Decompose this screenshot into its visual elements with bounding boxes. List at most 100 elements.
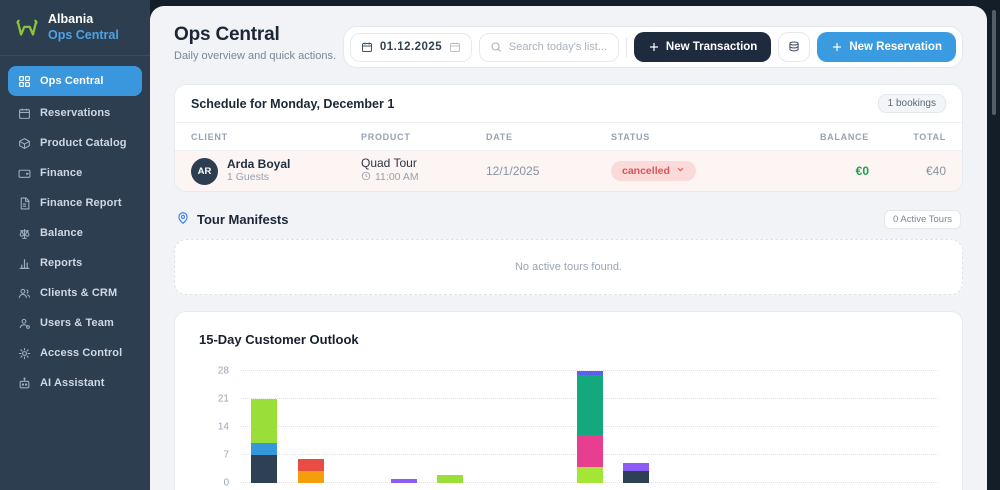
bookings-count-badge: 1 bookings — [877, 94, 946, 113]
bar-nov-29[interactable] — [241, 371, 287, 483]
sidebar-item-users-team[interactable]: Users & Team — [8, 310, 142, 336]
scales-icon — [18, 227, 31, 240]
calendar-icon — [449, 41, 461, 53]
bar-segment — [390, 479, 417, 483]
column-header-total: Total — [913, 131, 946, 142]
calendar-icon — [18, 107, 31, 120]
balance-value: €0 — [855, 164, 869, 178]
plus-icon — [648, 41, 660, 53]
brand-product: Ops Central — [48, 27, 119, 42]
search-box — [478, 32, 619, 62]
bar-dec-7[interactable] — [613, 371, 659, 483]
stacked-bar-chart: 0 7 14 21 28 — [199, 366, 938, 489]
layers-icon — [787, 40, 801, 54]
active-tours-badge: 0 Active Tours — [884, 210, 961, 229]
page-title: Ops Central — [174, 24, 280, 45]
y-tick-label: 7 — [223, 449, 229, 461]
sidebar-item-label: Clients & CRM — [40, 287, 118, 300]
bar-segment — [576, 371, 603, 375]
brand: Albania Ops Central — [0, 0, 150, 57]
sidebar-item-reservations[interactable]: Reservations — [8, 100, 142, 126]
manifests-empty-text: No active tours found. — [514, 261, 622, 273]
status-badge: cancelled — [622, 165, 670, 177]
page-header: Ops Central Daily overview and quick act… — [174, 24, 963, 68]
schedule-table-header: Client Product Date Status Balance Total — [175, 123, 962, 151]
bar-segment — [622, 463, 649, 471]
column-header-date: Date — [486, 131, 513, 142]
sidebar-menu: Ops Central Reservations Product Catalog Fi… — [0, 56, 150, 406]
status-dropdown[interactable]: cancelled — [611, 161, 696, 181]
new-transaction-button[interactable]: New Transaction — [633, 32, 772, 62]
bar-dec-8[interactable] — [659, 371, 705, 483]
robot-icon — [18, 377, 31, 390]
bar-dec-13[interactable] — [892, 371, 938, 483]
bar-segment — [297, 459, 324, 471]
page-subtitle: Daily overview and quick actions. — [174, 50, 337, 62]
sidebar-item-label: Access Control — [40, 347, 123, 360]
search-input[interactable] — [508, 41, 608, 53]
manifests-header: Tour Manifests 0 Active Tours — [174, 210, 963, 229]
bar-dec-11[interactable] — [799, 371, 845, 483]
client-guests: 1 Guests — [227, 171, 270, 184]
dashboard-grid-icon — [18, 75, 31, 88]
bar-segment — [251, 443, 278, 455]
bar-dec-4[interactable] — [473, 371, 519, 483]
booking-date: 12/1/2025 — [486, 164, 540, 178]
clock-icon — [361, 171, 371, 186]
bar-dec-3[interactable] — [427, 371, 473, 483]
bar-dec-2[interactable] — [380, 371, 426, 483]
column-header-status: Status — [611, 131, 650, 142]
sidebar-item-label: Users & Team — [40, 317, 114, 330]
sidebar-item-label: Product Catalog — [40, 137, 127, 150]
bar-dec-5[interactable] — [520, 371, 566, 483]
sidebar-item-ai-assistant[interactable]: AI Assistant — [8, 370, 142, 396]
bar-segment — [576, 435, 603, 467]
y-tick-label: 28 — [217, 365, 229, 377]
bar-chart-icon — [18, 257, 31, 270]
plus-icon — [831, 41, 843, 53]
team-icon — [18, 287, 31, 300]
sidebar-item-finance[interactable]: Finance — [8, 160, 142, 186]
bar-dec-1[interactable] — [334, 371, 380, 483]
bar-dec-6[interactable] — [566, 371, 612, 483]
calendar-icon — [361, 41, 373, 53]
bar-dec-10[interactable] — [752, 371, 798, 483]
schedule-card: Schedule for Monday, December 1 1 bookin… — [174, 84, 963, 192]
package-icon — [18, 137, 31, 150]
bar-segment — [297, 471, 324, 483]
new-transaction-label: New Transaction — [665, 41, 758, 53]
column-header-client: Client — [191, 131, 228, 142]
file-report-icon — [18, 197, 31, 210]
date-value: 01.12.2025 — [379, 41, 443, 53]
chart-bars — [241, 371, 938, 483]
divider — [625, 37, 627, 57]
date-picker[interactable]: 01.12.2025 — [349, 32, 472, 62]
bar-segment — [576, 467, 603, 483]
chart-y-axis: 0 7 14 21 28 — [199, 366, 241, 489]
sidebar-item-product-catalog[interactable]: Product Catalog — [8, 130, 142, 156]
sidebar-item-reports[interactable]: Reports — [8, 250, 142, 276]
y-tick-label: 21 — [217, 393, 229, 405]
sidebar-item-balance[interactable]: Balance — [8, 220, 142, 246]
sidebar-item-label: Finance — [40, 167, 83, 180]
bar-dec-9[interactable] — [706, 371, 752, 483]
scrollbar-thumb[interactable] — [992, 10, 996, 115]
schedule-row[interactable]: AR Arda Boyal 1 Guests Quad Tour 11:00 A… — [175, 151, 962, 191]
new-reservation-button[interactable]: New Reservation — [817, 32, 956, 62]
product-time: 11:00 AM — [375, 171, 419, 184]
sidebar-item-clients-crm[interactable]: Clients & CRM — [8, 280, 142, 306]
manifests-title: Tour Manifests — [197, 212, 289, 227]
search-icon — [490, 41, 502, 53]
bar-nov-30[interactable] — [287, 371, 333, 483]
layers-button[interactable] — [778, 32, 811, 62]
bar-dec-12[interactable] — [845, 371, 891, 483]
sidebar-item-ops-central[interactable]: Ops Central — [8, 66, 142, 97]
sidebar-item-label: Reservations — [40, 107, 111, 120]
sidebar-item-finance-report[interactable]: Finance Report — [8, 190, 142, 216]
sidebar-item-access-control[interactable]: Access Control — [8, 340, 142, 366]
chart-plot-area — [241, 370, 938, 483]
sidebar-item-label: Ops Central — [40, 75, 104, 88]
bar-segment — [251, 455, 278, 483]
y-tick-label: 14 — [217, 421, 229, 433]
